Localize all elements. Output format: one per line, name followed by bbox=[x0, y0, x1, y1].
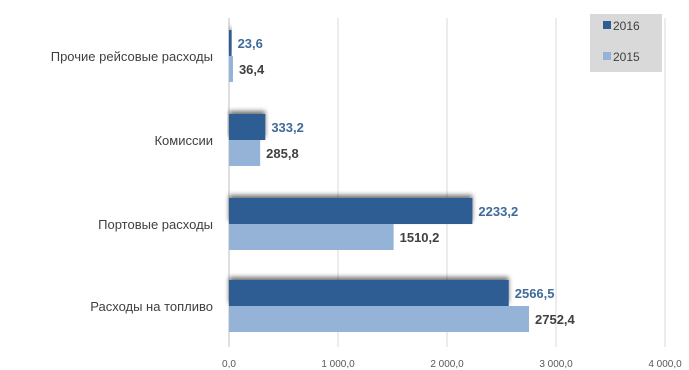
bar-2015 bbox=[229, 306, 530, 332]
data-label-2016: 2566,5 bbox=[515, 286, 555, 301]
x-tick-label: 3 000,0 bbox=[539, 359, 573, 370]
bars bbox=[229, 30, 530, 332]
bar-2015 bbox=[229, 140, 261, 166]
legend-swatch-2015 bbox=[603, 52, 611, 60]
legend-label-2015: 2015 bbox=[613, 50, 640, 64]
data-label-2015: 36,4 bbox=[239, 62, 265, 77]
category-label: Прочие рейсовые расходы bbox=[51, 49, 213, 64]
x-tick-label: 2 000,0 bbox=[430, 359, 464, 370]
bar-2015 bbox=[229, 56, 233, 82]
x-tick-labels: 0,0 1 000,0 2 000,0 3 000,0 4 000,0 bbox=[222, 359, 682, 370]
data-label-2016: 333,2 bbox=[271, 120, 304, 135]
category-labels: Прочие рейсовые расходы Комиссии Портовые … bbox=[51, 49, 213, 314]
data-label-2015: 285,8 bbox=[266, 146, 299, 161]
bar-2016 bbox=[229, 198, 473, 224]
category-label: Комиссии bbox=[154, 133, 213, 148]
data-label-2015: 2752,4 bbox=[535, 312, 576, 327]
data-label-2016: 23,6 bbox=[238, 36, 263, 51]
data-label-2016: 2233,2 bbox=[478, 204, 518, 219]
data-label-2015: 1510,2 bbox=[400, 230, 440, 245]
bar-2015 bbox=[229, 224, 394, 250]
bar-2016 bbox=[229, 280, 509, 306]
x-tick-label: 4 000,0 bbox=[648, 359, 682, 370]
x-tick-label: 1 000,0 bbox=[321, 359, 355, 370]
category-label: Расходы на топливо bbox=[90, 299, 213, 314]
data-labels: 23,6 333,2 2233,2 2566,5 36,4 285,8 1510,2 2752… bbox=[238, 36, 576, 327]
x-tick-label: 0,0 bbox=[222, 359, 236, 370]
bar-2016 bbox=[229, 114, 266, 140]
legend: 2016 2015 bbox=[590, 14, 662, 72]
category-label: Портовые расходы bbox=[98, 217, 213, 232]
legend-label-2016: 2016 bbox=[613, 19, 640, 33]
legend-background bbox=[590, 14, 662, 72]
bar-2016 bbox=[229, 30, 232, 56]
legend-swatch-2016 bbox=[603, 21, 611, 29]
